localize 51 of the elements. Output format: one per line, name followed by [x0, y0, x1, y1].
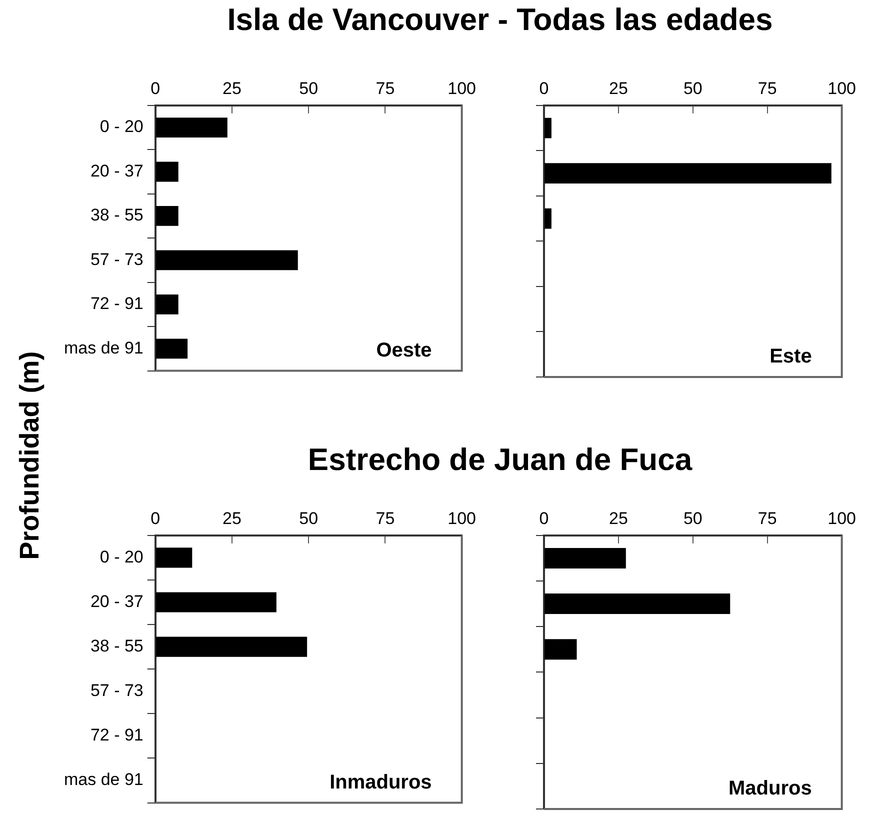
chart-title: Isla de Vancouver - Todas las edades	[226, 2, 774, 38]
y-tick-label: 57 - 73	[90, 681, 144, 700]
bar	[156, 636, 308, 657]
annotation: Este	[770, 346, 812, 368]
y-axis-title: Profundidad (m)	[14, 350, 46, 562]
y-tick-label: 72 - 91	[90, 294, 144, 314]
annotation: Inmaduros	[330, 771, 432, 794]
y-tick-label: mas de 91	[64, 770, 144, 790]
y-tick-label: 20 - 37	[90, 592, 144, 611]
bar	[544, 548, 626, 568]
x-tick-label: 50	[683, 78, 702, 98]
x-tick-label: 0	[539, 78, 549, 98]
bar	[156, 118, 228, 138]
x-tick-label: 100	[448, 508, 476, 528]
annotation: Maduros	[728, 778, 812, 800]
bar	[156, 206, 178, 226]
x-tick-label: 25	[608, 508, 628, 528]
x-tick-label: 100	[828, 78, 856, 98]
bar	[156, 548, 192, 568]
y-tick-label: 57 - 73	[90, 250, 144, 269]
x-tick-label: 0	[150, 508, 160, 528]
x-tick-label: 0	[150, 78, 160, 98]
y-tick-label: 0 - 20	[100, 117, 144, 136]
y-tick-label: 20 - 37	[90, 161, 144, 180]
x-tick-label: 75	[376, 78, 395, 98]
bar	[156, 162, 178, 182]
y-tick-label: 0 - 20	[100, 547, 144, 566]
bar	[544, 594, 730, 614]
x-tick-label: 100	[828, 508, 856, 528]
x-tick-label: 50	[299, 78, 318, 98]
x-tick-label: 100	[448, 78, 476, 98]
x-tick-label: 75	[758, 78, 777, 98]
annotation: Oeste	[376, 339, 432, 362]
y-tick-label: 38 - 55	[90, 206, 144, 225]
bar	[156, 250, 298, 270]
bar	[156, 294, 178, 314]
y-tick-label: mas de 91	[64, 338, 144, 358]
x-tick-label: 50	[299, 508, 318, 528]
x-tick-label: 25	[608, 78, 628, 98]
x-tick-label: 75	[758, 508, 777, 528]
y-tick-label: 38 - 55	[90, 636, 144, 656]
chart-title: Estrecho de Juan de Fuca	[306, 442, 694, 478]
x-tick-label: 50	[683, 508, 702, 528]
x-tick-label: 0	[539, 508, 549, 528]
bar	[544, 639, 577, 660]
x-tick-label: 75	[376, 508, 395, 528]
y-tick-label: 72 - 91	[90, 726, 144, 745]
bar	[156, 338, 188, 359]
x-tick-label: 25	[222, 508, 242, 528]
bar	[156, 592, 276, 612]
x-tick-label: 25	[222, 78, 242, 98]
